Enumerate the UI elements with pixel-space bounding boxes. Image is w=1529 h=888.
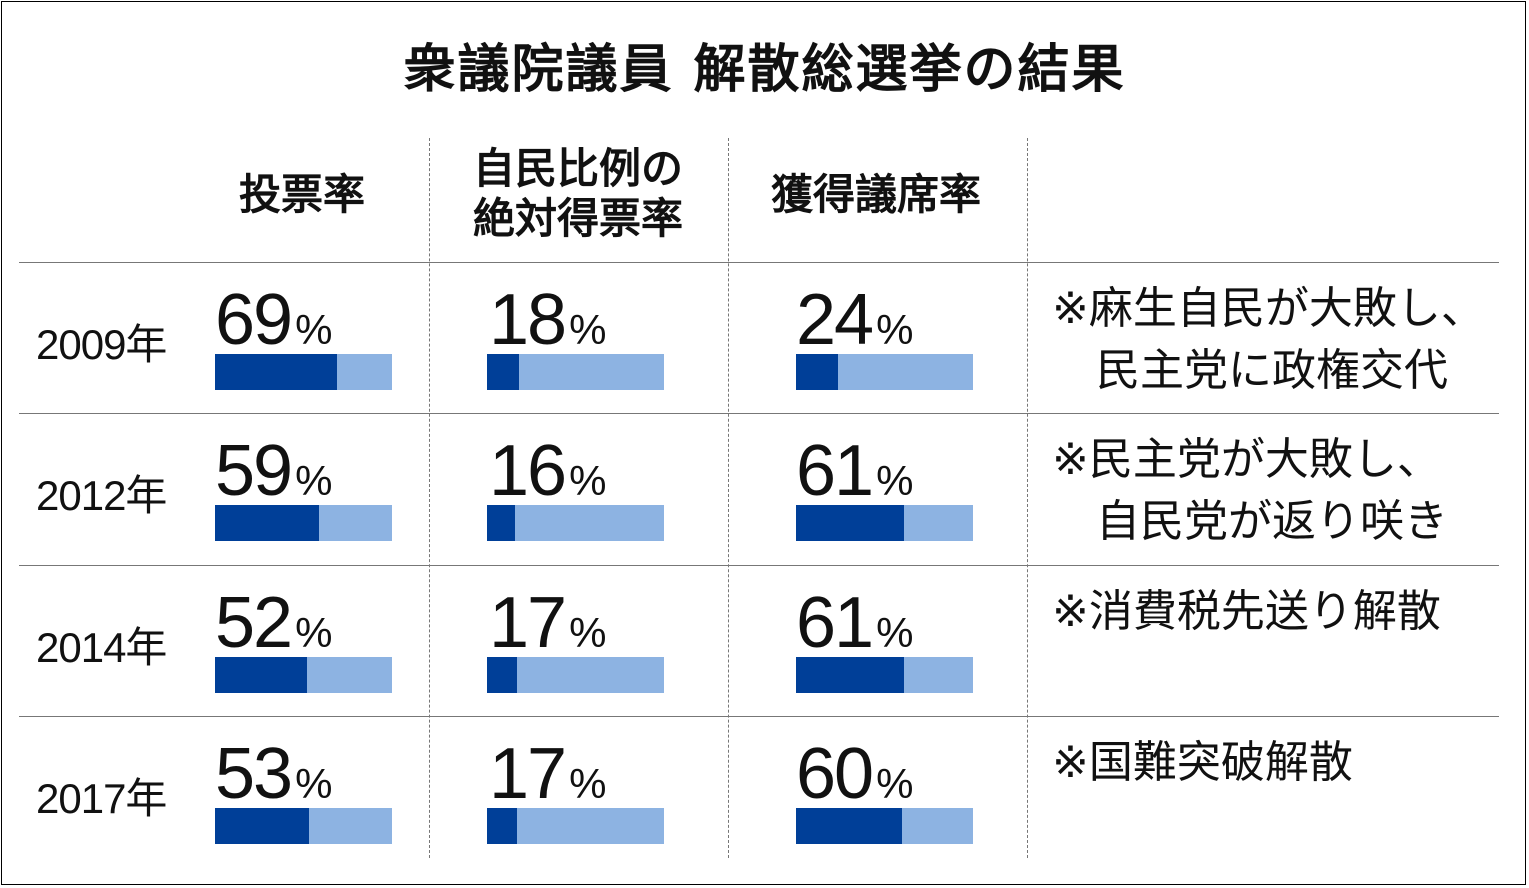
value-number: 60 [796,734,874,814]
bar [796,657,904,693]
value-unit: % [295,760,333,807]
row-note: ※消費税先送り解散 [1052,586,1441,637]
bar [796,354,839,390]
column-divider [728,138,729,858]
column-header-2: 自民比例の 絶対得票率 [472,144,683,243]
bar [215,808,309,844]
row-divider [19,413,1499,414]
bar-track [487,354,664,390]
bar [215,505,320,541]
column-divider [429,138,430,858]
bar-track [796,505,973,541]
column-header-3: 獲得議席率 [770,170,981,219]
year-label: 2017年 [36,775,167,822]
data-label: 17% [489,738,606,820]
data-label: 53% [215,738,332,820]
column-header-1: 投票率 [238,170,365,219]
bar [487,354,519,390]
chart-title: 衆議院議員 解散総選挙の結果 [403,40,1126,100]
value-number: 53 [215,734,293,814]
bar [215,657,308,693]
column-divider [1027,138,1028,858]
value-number: 52 [215,583,293,663]
value-unit: % [569,457,607,504]
bar-track [215,808,392,844]
value-number: 17 [489,734,567,814]
bar-track [796,657,973,693]
row-note: ※民主党が大敗し、 自民党が返り咲き [1052,434,1448,547]
bar-track [796,354,973,390]
value-unit: % [876,306,914,353]
bar [487,657,518,693]
bar-track [487,657,664,693]
value-unit: % [569,306,607,353]
data-label: 59% [215,435,332,517]
row-divider [19,262,1499,263]
bar-track [487,505,664,541]
bar [796,505,904,541]
value-unit: % [569,609,607,656]
value-unit: % [876,609,914,656]
value-number: 61 [796,583,874,663]
value-unit: % [876,760,914,807]
value-unit: % [295,609,333,656]
data-label: 16% [489,435,606,517]
value-number: 24 [796,280,874,360]
value-number: 18 [489,280,567,360]
data-label: 61% [796,435,913,517]
row-note: ※麻生自民が大敗し、 民主党に政権交代 [1052,283,1485,396]
year-label: 2012年 [36,472,167,519]
bar-track [487,808,664,844]
value-unit: % [876,457,914,504]
year-label: 2009年 [36,321,167,368]
bar [796,808,903,844]
row-divider [19,716,1499,717]
bar-track [215,354,392,390]
data-label: 17% [489,587,606,669]
value-number: 59 [215,431,293,511]
data-label: 52% [215,587,332,669]
data-label: 24% [796,284,913,366]
data-label: 61% [796,587,913,669]
data-label: 60% [796,738,913,820]
value-number: 17 [489,583,567,663]
row-divider [19,565,1499,566]
bar-track [215,505,392,541]
value-number: 61 [796,431,874,511]
value-unit: % [295,457,333,504]
row-note: ※国難突破解散 [1052,737,1353,788]
value-unit: % [295,306,333,353]
value-number: 69 [215,280,293,360]
data-label: 69% [215,284,332,366]
bar [487,505,516,541]
bar [487,808,518,844]
bar-track [796,808,973,844]
bar-track [215,657,392,693]
value-unit: % [569,760,607,807]
value-number: 16 [489,431,567,511]
bar [215,354,338,390]
data-label: 18% [489,284,606,366]
year-label: 2014年 [36,624,167,671]
